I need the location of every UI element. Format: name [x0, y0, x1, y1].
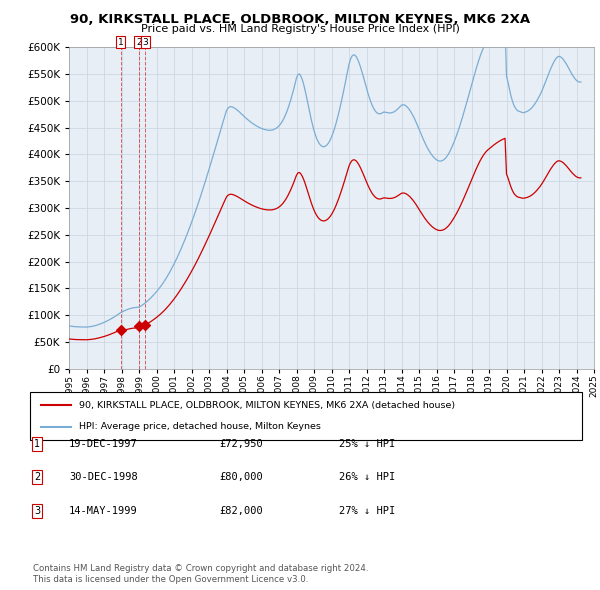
Text: This data is licensed under the Open Government Licence v3.0.: This data is licensed under the Open Gov…	[33, 575, 308, 584]
Text: 2: 2	[34, 473, 40, 482]
Text: 27% ↓ HPI: 27% ↓ HPI	[339, 506, 395, 516]
Text: 25% ↓ HPI: 25% ↓ HPI	[339, 439, 395, 448]
Point	[134, 321, 143, 330]
Text: 90, KIRKSTALL PLACE, OLDBROOK, MILTON KEYNES, MK6 2XA (detached house): 90, KIRKSTALL PLACE, OLDBROOK, MILTON KE…	[79, 401, 455, 409]
Text: 1: 1	[118, 38, 124, 47]
Text: HPI: Average price, detached house, Milton Keynes: HPI: Average price, detached house, Milt…	[79, 422, 320, 431]
Text: Price paid vs. HM Land Registry's House Price Index (HPI): Price paid vs. HM Land Registry's House …	[140, 24, 460, 34]
Text: 26% ↓ HPI: 26% ↓ HPI	[339, 473, 395, 482]
Text: 1: 1	[34, 439, 40, 448]
Text: 90, KIRKSTALL PLACE, OLDBROOK, MILTON KEYNES, MK6 2XA: 90, KIRKSTALL PLACE, OLDBROOK, MILTON KE…	[70, 13, 530, 26]
Text: 19-DEC-1997: 19-DEC-1997	[69, 439, 138, 448]
Point	[116, 325, 125, 335]
Text: £72,950: £72,950	[219, 439, 263, 448]
Point	[140, 320, 150, 330]
Text: 3: 3	[143, 38, 148, 47]
Text: Contains HM Land Registry data © Crown copyright and database right 2024.: Contains HM Land Registry data © Crown c…	[33, 565, 368, 573]
Text: 2: 2	[136, 38, 142, 47]
Text: £82,000: £82,000	[219, 506, 263, 516]
Text: 3: 3	[34, 506, 40, 516]
Text: £80,000: £80,000	[219, 473, 263, 482]
Text: 30-DEC-1998: 30-DEC-1998	[69, 473, 138, 482]
Text: 14-MAY-1999: 14-MAY-1999	[69, 506, 138, 516]
